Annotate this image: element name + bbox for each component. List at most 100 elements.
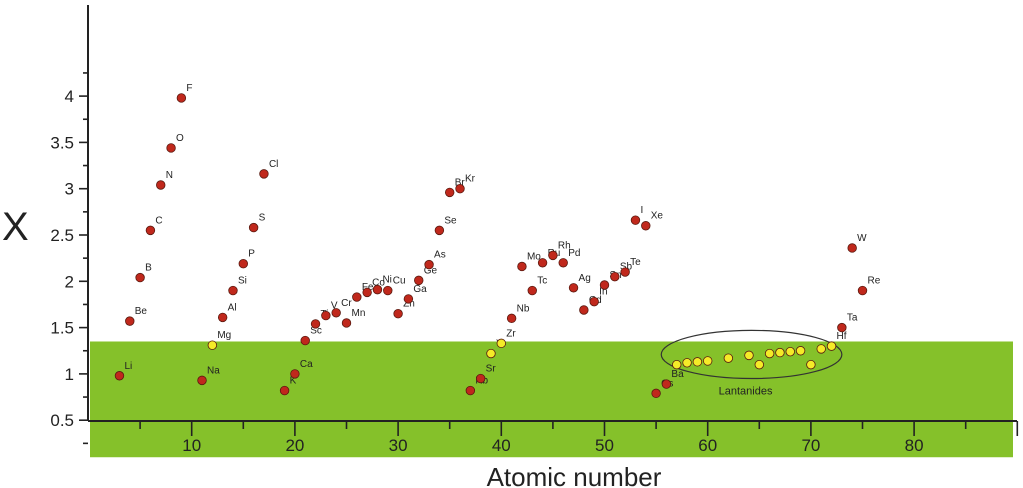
data-points: LiBeBCNOFNaAlSiPSClKCaScTiVCrMnFeCoNiCuZ… — [114, 83, 881, 399]
lanthanide-annotation: Lantanides — [719, 386, 773, 398]
data-point — [816, 344, 826, 354]
data-point — [310, 319, 321, 329]
data-point — [228, 285, 238, 296]
data-point — [496, 338, 507, 349]
data-point — [166, 143, 176, 153]
point-label: Fe — [362, 282, 374, 293]
data-point — [682, 358, 692, 368]
y-tick-label: 2.5 — [50, 226, 74, 245]
point-label: Pd — [568, 248, 580, 259]
data-point — [703, 356, 713, 366]
data-point — [723, 353, 734, 363]
point-label: Te — [630, 257, 641, 268]
point-label: Ca — [300, 359, 313, 370]
data-point — [847, 243, 857, 253]
data-point — [599, 280, 610, 290]
point-label: Zn — [403, 299, 415, 310]
point-label: Si — [238, 276, 247, 287]
point-label: Br — [455, 177, 466, 188]
point-label: Mo — [527, 251, 541, 262]
data-point — [517, 261, 527, 272]
data-point — [558, 258, 568, 268]
point-label: Ge — [424, 265, 438, 276]
point-label: Re — [868, 276, 881, 287]
data-point — [837, 322, 847, 333]
point-label: Sc — [310, 326, 322, 337]
data-point — [857, 285, 868, 296]
point-label: P — [248, 249, 255, 260]
point-label: N — [166, 170, 173, 181]
point-label: Sr — [486, 364, 497, 375]
point-label: W — [857, 233, 867, 244]
data-point — [486, 348, 496, 359]
point-label: Ta — [847, 313, 858, 324]
data-point — [527, 285, 537, 296]
lanthanide-ellipse-group: Lantanides — [660, 329, 843, 398]
point-label: Hf — [837, 331, 847, 342]
data-point — [537, 258, 548, 268]
data-point — [775, 347, 785, 358]
point-label: Rh — [558, 240, 571, 251]
point-label: Kr — [465, 174, 476, 185]
point-label: Mg — [217, 330, 231, 341]
data-point — [125, 316, 135, 326]
y-tick-label: 3 — [65, 180, 74, 199]
data-point — [259, 169, 269, 179]
point-label: Ga — [413, 284, 427, 295]
axes: 10 20 30 40 50 60 70 80 0.5 1 1.5 2 2.5 3 3.5 4 — [50, 5, 1019, 455]
lanthanide-ellipse — [660, 329, 843, 380]
point-label: K — [290, 376, 297, 387]
point-label: Na — [207, 365, 220, 376]
data-point — [393, 309, 403, 319]
point-label: Be — [135, 306, 148, 317]
point-label: Xe — [651, 211, 664, 222]
point-label: Cu — [393, 276, 406, 287]
point-label: B — [145, 263, 152, 274]
x-tick-label: 50 — [595, 436, 614, 455]
point-label: Ni — [382, 275, 391, 286]
point-label: Ag — [579, 273, 591, 284]
x-tick-label: 80 — [905, 436, 924, 455]
data-point — [672, 359, 682, 370]
data-point — [362, 287, 372, 298]
x-tick-label: 40 — [492, 436, 511, 455]
data-point — [145, 225, 156, 236]
data-point — [383, 285, 393, 296]
data-point — [156, 180, 166, 190]
point-label: I — [640, 205, 643, 216]
point-label: Ba — [671, 369, 684, 380]
data-point — [434, 225, 445, 236]
data-point — [806, 359, 816, 370]
data-point — [414, 275, 424, 286]
data-point — [651, 388, 661, 399]
data-point — [795, 346, 806, 356]
data-point — [548, 250, 558, 261]
data-point — [114, 371, 125, 381]
data-point — [630, 215, 641, 225]
y-tick-label: 4 — [65, 87, 74, 106]
y-tick-label: 0.5 — [50, 411, 74, 430]
point-label: Cl — [269, 159, 278, 170]
data-point — [620, 267, 630, 277]
data-point — [135, 272, 145, 283]
data-point — [372, 284, 383, 295]
data-point — [445, 187, 455, 198]
data-point — [568, 283, 579, 293]
x-axis-label: Atomic number — [487, 462, 662, 488]
point-label: Mn — [352, 308, 366, 319]
data-point — [785, 346, 795, 357]
data-point — [321, 310, 331, 321]
point-label: F — [186, 83, 192, 94]
data-point — [610, 271, 620, 282]
x-tick-label: 60 — [698, 436, 717, 455]
y-tick-label: 3.5 — [50, 133, 74, 152]
data-point — [331, 308, 341, 318]
x-tick-label: 30 — [389, 436, 408, 455]
data-point — [176, 93, 187, 103]
data-point — [207, 340, 218, 350]
y-tick-label: 2 — [65, 272, 74, 291]
data-point — [424, 259, 434, 270]
data-point — [341, 318, 352, 328]
data-point — [641, 221, 651, 231]
